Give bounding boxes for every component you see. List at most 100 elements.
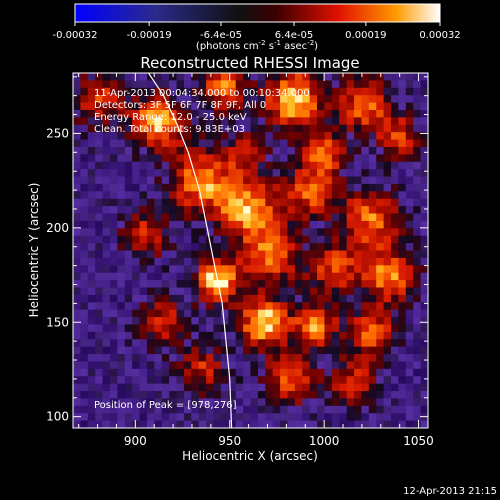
heatmap-cell bbox=[413, 339, 422, 348]
heatmap-cell bbox=[354, 294, 362, 303]
heatmap-cell bbox=[302, 317, 311, 325]
heatmap-cell bbox=[139, 272, 148, 281]
heatmap-cell bbox=[176, 376, 185, 385]
heatmap-cell bbox=[95, 413, 103, 422]
heatmap-cell bbox=[376, 324, 385, 333]
heatmap-cell bbox=[109, 383, 118, 392]
heatmap-cell bbox=[169, 368, 177, 377]
heatmap-cell bbox=[146, 154, 155, 163]
heatmap-cell bbox=[405, 161, 414, 170]
heatmap-cell bbox=[191, 420, 200, 428]
heatmap-cell bbox=[287, 124, 296, 133]
heatmap-cell bbox=[287, 391, 296, 399]
heatmap-cell bbox=[139, 191, 148, 200]
heatmap-cell bbox=[250, 102, 259, 111]
heatmap-cell bbox=[368, 324, 377, 333]
heatmap-cell bbox=[243, 220, 251, 229]
heatmap-cell bbox=[146, 354, 155, 362]
heatmap-cell bbox=[206, 302, 214, 311]
heatmap-cell bbox=[117, 339, 126, 348]
heatmap-cell bbox=[176, 132, 185, 140]
heatmap-cell bbox=[198, 265, 207, 274]
heatmap-cell bbox=[102, 109, 111, 118]
heatmap-cell bbox=[383, 228, 392, 237]
heatmap-cell bbox=[154, 102, 163, 111]
heatmap-cell bbox=[250, 250, 259, 259]
heatmap-cell bbox=[413, 87, 422, 96]
heatmap-cell bbox=[213, 324, 222, 333]
heatmap-cell bbox=[235, 257, 244, 266]
heatmap-cell bbox=[287, 257, 296, 266]
heatmap-cell bbox=[220, 368, 229, 377]
heatmap-cell bbox=[139, 339, 148, 348]
heatmap-cell bbox=[243, 376, 251, 385]
heatmap-cell bbox=[206, 420, 214, 428]
heatmap-cell bbox=[206, 398, 214, 407]
heatmap-cell bbox=[109, 191, 118, 200]
heatmap-cell bbox=[87, 169, 96, 177]
heatmap-cell bbox=[413, 294, 422, 303]
heatmap-cell bbox=[87, 309, 96, 318]
heatmap-cell bbox=[391, 73, 399, 81]
heatmap-cell bbox=[383, 361, 392, 370]
heatmap-cell bbox=[132, 80, 140, 89]
heatmap-cell bbox=[124, 146, 133, 155]
heatmap-cell bbox=[361, 124, 370, 133]
heatmap-cell bbox=[161, 272, 170, 281]
heatmap-cell bbox=[331, 206, 340, 214]
heatmap-cell bbox=[87, 272, 96, 281]
heatmap-cell bbox=[235, 213, 244, 222]
heatmap-cell bbox=[161, 220, 170, 229]
heatmap-cell bbox=[146, 117, 155, 126]
heatmap-cell bbox=[183, 257, 192, 266]
heatmap-cell bbox=[206, 169, 214, 177]
heatmap-cell bbox=[376, 243, 385, 251]
heatmap-cell bbox=[198, 376, 207, 385]
heatmap-cell bbox=[183, 87, 192, 96]
heatmap-cell bbox=[183, 235, 192, 244]
heatmap-cell bbox=[391, 109, 399, 118]
heatmap-cell bbox=[339, 287, 348, 296]
heatmap-cell bbox=[383, 287, 392, 296]
heatmap-cell bbox=[73, 287, 81, 296]
heatmap-cell bbox=[324, 176, 333, 185]
heatmap-cell bbox=[228, 132, 237, 140]
heatmap-cell bbox=[324, 368, 333, 377]
heatmap-cell bbox=[361, 176, 370, 185]
heatmap-cell bbox=[250, 80, 259, 89]
heatmap-cell bbox=[183, 220, 192, 229]
heatmap-cell bbox=[73, 391, 81, 399]
heatmap-cell bbox=[376, 102, 385, 111]
heatmap-cell bbox=[73, 346, 81, 355]
heatmap-cell bbox=[257, 176, 266, 185]
heatmap-cell bbox=[220, 361, 229, 370]
heatmap-cell bbox=[331, 317, 340, 325]
heatmap-cell bbox=[183, 294, 192, 303]
heatmap-cell bbox=[206, 376, 214, 385]
heatmap-cell bbox=[317, 109, 325, 118]
x-tick-label: 1000 bbox=[309, 434, 340, 448]
heatmap-cell bbox=[228, 206, 237, 214]
heatmap-cell bbox=[220, 73, 229, 81]
heatmap-cell bbox=[228, 420, 237, 428]
heatmap-cell bbox=[368, 250, 377, 259]
heatmap-cell bbox=[161, 87, 170, 96]
heatmap-cell bbox=[413, 250, 422, 259]
heatmap-cell bbox=[146, 346, 155, 355]
heatmap-cell bbox=[87, 331, 96, 340]
heatmap-cell bbox=[124, 354, 133, 362]
heatmap-cell bbox=[139, 280, 148, 288]
heatmap-cell bbox=[317, 302, 325, 311]
heatmap-cell bbox=[317, 391, 325, 399]
heatmap-cell bbox=[265, 317, 274, 325]
heatmap-cell bbox=[109, 346, 118, 355]
heatmap-cell bbox=[191, 102, 200, 111]
heatmap-cell bbox=[139, 257, 148, 266]
heatmap-cell bbox=[87, 265, 96, 274]
heatmap-cell bbox=[117, 80, 126, 89]
heatmap-cell bbox=[235, 287, 244, 296]
heatmap-cell bbox=[398, 80, 407, 89]
heatmap-cell bbox=[376, 80, 385, 89]
heatmap-cell bbox=[102, 257, 111, 266]
info-line-energy: Energy Range: 12.0 - 25.0 keV bbox=[94, 112, 247, 123]
